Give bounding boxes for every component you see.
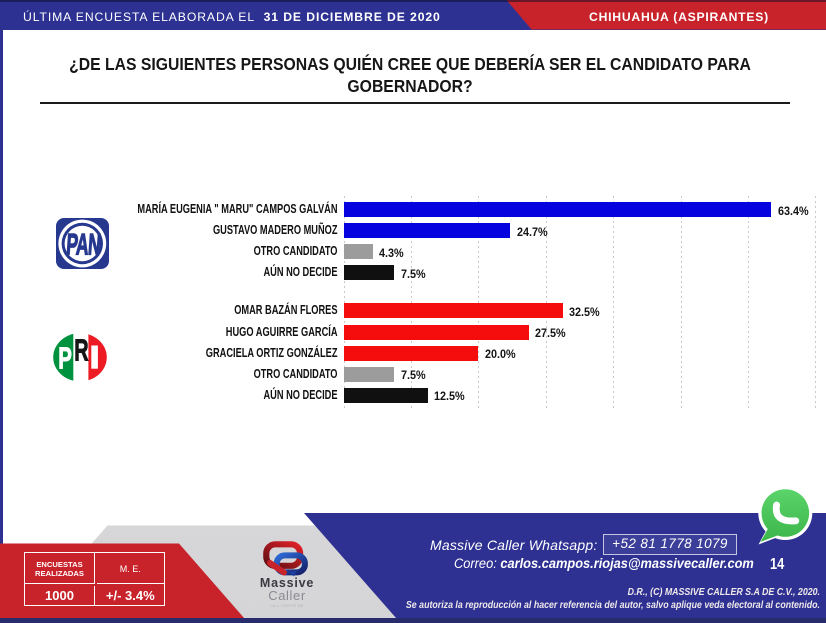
svg-text:PAN: PAN — [65, 228, 101, 261]
svg-text:R: R — [74, 333, 88, 368]
svg-text:P: P — [58, 340, 72, 375]
